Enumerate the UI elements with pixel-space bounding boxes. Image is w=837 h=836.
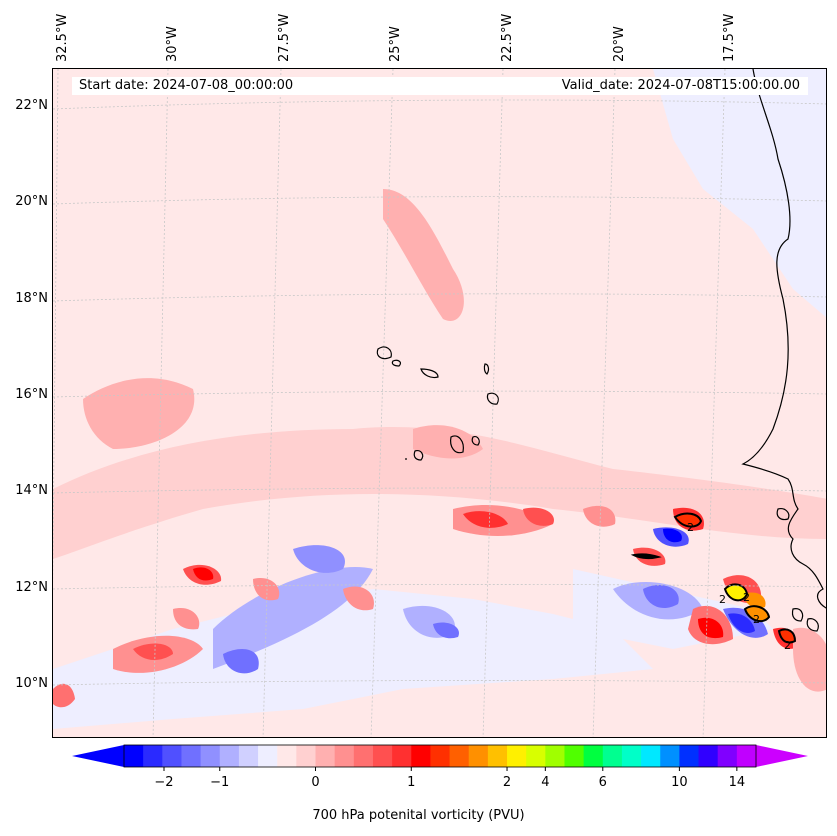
colorbar-tick-label: −1 xyxy=(210,775,229,790)
contour-label: 2 xyxy=(743,591,750,604)
colorbar-segment xyxy=(583,745,604,767)
lat-label-20n: 20°N xyxy=(15,194,48,209)
colorbar-segment xyxy=(219,745,240,767)
colorbar-segment xyxy=(621,745,642,767)
strong-pv-contours: 2 2 2 2 2 xyxy=(630,512,797,652)
colorbar-frame xyxy=(123,744,757,768)
colorbar-segment xyxy=(736,745,757,767)
valid-date-label: Valid_date: 2024-07-08T15:00:00.00 xyxy=(561,78,800,93)
start-date-label: Start date: 2024-07-08_00:00:00 xyxy=(79,78,294,93)
colorbar-tick-label: 1 xyxy=(407,775,415,790)
colorbar-tick-label: 6 xyxy=(599,775,607,790)
colorbar-segment xyxy=(392,745,412,767)
contour-label: 2 xyxy=(753,613,760,626)
colorbar-segment xyxy=(200,745,221,767)
colorbar-segment xyxy=(507,745,527,767)
colorbar: −2 −1 0 1 2 4 6 10 14 xyxy=(72,744,808,790)
colorbar-segment xyxy=(277,745,297,767)
colorbar-segment xyxy=(181,745,202,767)
colorbar-tick-label: 0 xyxy=(311,775,319,790)
lon-label-22-5w: 22.5°W xyxy=(500,13,515,62)
colorbar-segment xyxy=(526,745,546,767)
colorbar-tick-label: −2 xyxy=(154,775,173,790)
colorbar-segment xyxy=(353,745,374,767)
lat-label-14n: 14°N xyxy=(15,483,48,498)
colorbar-segment xyxy=(717,745,738,767)
contour-label: 2 xyxy=(687,521,694,534)
colorbar-segment xyxy=(296,745,317,767)
lon-label-20w: 20°W xyxy=(612,26,627,62)
colorbar-tick-label: 2 xyxy=(503,775,511,790)
colorbar-segment xyxy=(143,745,163,767)
colorbar-segment xyxy=(660,745,680,767)
colorbar-segment xyxy=(487,745,508,767)
lon-label-17-5w: 17.5°W xyxy=(722,13,737,62)
colorbar-segment xyxy=(124,745,144,767)
colorbar-segment xyxy=(411,745,431,767)
colorbar-segment xyxy=(679,745,700,767)
coastlines xyxy=(376,69,826,632)
lon-label-25w: 25°W xyxy=(388,26,403,62)
positive-pv-regions xyxy=(53,189,826,708)
colorbar-under-arrow xyxy=(72,745,124,767)
colorbar-over-arrow xyxy=(756,745,808,767)
pv-field-canvas: 2 2 2 2 2 xyxy=(53,69,826,737)
colorbar-segment xyxy=(698,745,719,767)
colorbar-segment xyxy=(449,745,470,767)
colorbar-segment xyxy=(238,745,259,767)
contour-label: 2 xyxy=(719,593,726,606)
colorbar-segment xyxy=(372,745,393,767)
colorbar-segment xyxy=(334,745,355,767)
colorbar-label: 700 hPa potenital vorticity (PVU) xyxy=(312,808,525,823)
colorbar-tick-label: 4 xyxy=(541,775,549,790)
colorbar-segment xyxy=(564,745,585,767)
colorbar-tick-label: 10 xyxy=(671,775,688,790)
colorbar-segment xyxy=(258,745,278,767)
colorbar-segment xyxy=(545,745,565,767)
colorbar-segment xyxy=(602,745,623,767)
colorbar-segment xyxy=(641,745,661,767)
lat-label-16n: 16°N xyxy=(15,387,48,402)
lon-label-32-5w: 32.5°W xyxy=(55,13,70,62)
lat-label-18n: 18°N xyxy=(15,291,48,306)
colorbar-segment xyxy=(430,745,451,767)
negative-pv-regions xyxy=(53,69,826,729)
graticule xyxy=(53,69,826,737)
lat-label-12n: 12°N xyxy=(15,580,48,595)
lat-label-22n: 22°N xyxy=(15,98,48,113)
lon-label-27-5w: 27.5°W xyxy=(277,13,292,62)
colorbar-tick-label: 14 xyxy=(729,775,746,790)
pv-map[interactable]: 2 2 2 2 2 xyxy=(52,68,827,738)
colorbar-segment xyxy=(315,745,336,767)
colorbar-segment xyxy=(468,745,489,767)
lon-label-30w: 30°W xyxy=(165,26,180,62)
lat-label-10n: 10°N xyxy=(15,676,48,691)
colorbar-segment xyxy=(162,745,182,767)
title-box xyxy=(72,77,808,95)
contour-label: 2 xyxy=(784,639,791,652)
